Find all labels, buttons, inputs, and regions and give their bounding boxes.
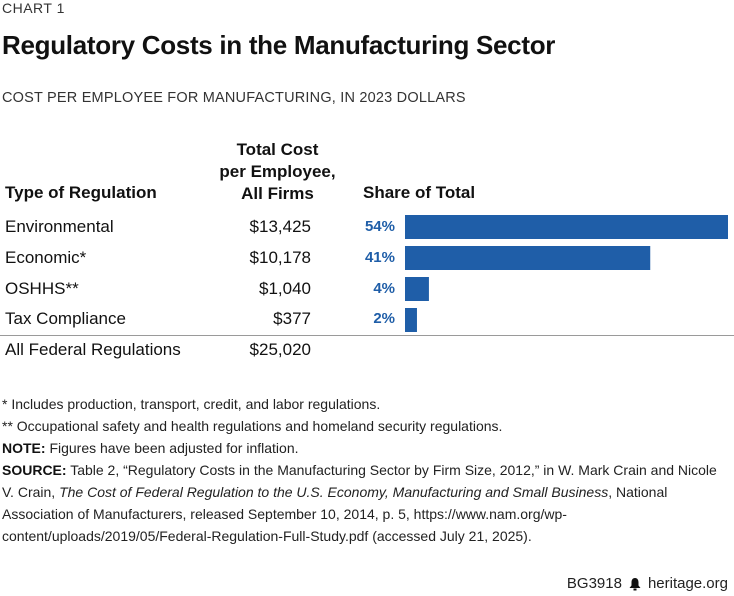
chart-subtitle: COST PER EMPLOYEE FOR MANUFACTURING, IN … — [2, 90, 466, 106]
note-label: NOTE: — [2, 440, 46, 456]
row-percent: 41% — [364, 249, 395, 266]
chart-title: Regulatory Costs in the Manufacturing Se… — [2, 30, 556, 60]
total-cost: $25,020 — [249, 340, 311, 359]
header-share-of-total: Share of Total — [363, 183, 476, 202]
source: SOURCE: Table 2, “Regulatory Costs in th… — [2, 459, 730, 547]
row-percent: 4% — [373, 280, 395, 297]
header-type-of-regulation: Type of Regulation — [5, 183, 157, 202]
share-bar-taxcompliance — [405, 308, 417, 332]
row-cost: $13,425 — [249, 217, 311, 236]
header-total-cost-line2: per Employee, — [219, 162, 336, 181]
liberty-bell-icon — [629, 577, 641, 590]
header-total-cost: Total Cost per Employee, All Firms — [205, 139, 350, 205]
share-bar-economic — [405, 246, 651, 270]
share-bar-environmental — [405, 215, 728, 239]
footnotes: * Includes production, transport, credit… — [2, 393, 730, 547]
report-code: BG3918 — [566, 575, 622, 592]
row-cost: $1,040 — [259, 279, 311, 298]
row-cost: $377 — [273, 309, 311, 328]
source-text-1: Table 2, “Regulatory Costs in the Manufa… — [2, 462, 717, 500]
row-percent: 54% — [364, 218, 395, 235]
note-text: Figures have been adjusted for inflation… — [45, 440, 299, 456]
row-label: Environmental — [5, 217, 114, 236]
row-cost: $10,178 — [249, 248, 311, 267]
source-label: SOURCE: — [2, 462, 67, 478]
source-title: The Cost of Federal Regulation to the U.… — [59, 484, 609, 500]
site-name: heritage.org — [647, 575, 728, 592]
footnote-2: ** Occupational safety and health regula… — [2, 418, 503, 434]
header-total-cost-line1: Total Cost — [236, 140, 319, 159]
source-text-2: , National Association of Manufacturers,… — [2, 484, 668, 544]
header-total-cost-line3: All Firms — [241, 184, 314, 203]
row-label: OSHHS** — [5, 279, 79, 298]
chart-label: CHART 1 — [2, 0, 65, 16]
row-label: Tax Compliance — [5, 309, 126, 328]
note: NOTE: Figures have been adjusted for inf… — [2, 437, 730, 459]
row-label: Economic* — [5, 248, 87, 267]
row-percent: 2% — [373, 310, 395, 327]
share-bar-oshhs — [405, 277, 429, 301]
total-divider — [0, 335, 734, 336]
footnote-1: * Includes production, transport, credit… — [2, 396, 381, 412]
footer: BG3918 heritage.org — [567, 575, 728, 592]
total-label: All Federal Regulations — [5, 340, 181, 359]
